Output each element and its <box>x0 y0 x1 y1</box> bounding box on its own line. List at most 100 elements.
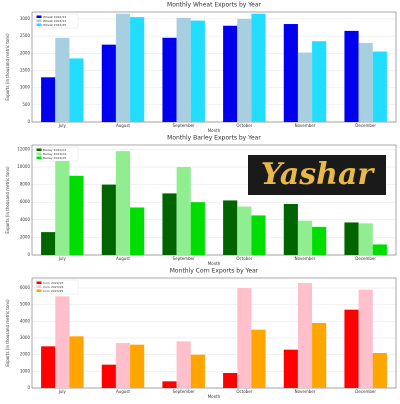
legend-swatch <box>36 19 42 22</box>
legend-label: Wheat 2023/24 <box>43 19 66 23</box>
y-tick-label: 500 <box>22 102 30 107</box>
legend-label: Corn 2024/25 <box>43 289 64 293</box>
bar <box>101 44 116 122</box>
y-tick-label: 1000 <box>20 368 31 373</box>
bar <box>69 336 84 388</box>
bar <box>41 77 56 122</box>
bar <box>41 346 56 388</box>
bar <box>251 13 266 122</box>
x-tick-label: September <box>173 256 195 261</box>
bar <box>190 354 205 388</box>
y-tick-label: 5000 <box>20 302 31 307</box>
legend-label: Barley 2024/25 <box>43 156 66 160</box>
bar <box>283 24 298 122</box>
x-tick-label: July <box>58 389 67 394</box>
bar <box>130 207 145 255</box>
bar <box>130 344 145 388</box>
x-axis-label: Month <box>208 394 221 399</box>
plot-frame <box>31 144 397 256</box>
bar <box>372 51 387 122</box>
legend-label: Corn 2023/24 <box>43 285 64 289</box>
plot-frame <box>31 277 397 389</box>
bar <box>358 289 373 388</box>
y-tick-label: 2500 <box>20 33 31 38</box>
legend-swatch <box>36 156 42 159</box>
legend-swatch <box>36 289 42 292</box>
x-tick-label: November <box>295 256 316 261</box>
x-tick-label: December <box>355 389 376 394</box>
bar <box>190 20 205 122</box>
bar <box>358 223 373 255</box>
bar <box>372 353 387 388</box>
y-tick-label: 10000 <box>17 164 30 169</box>
y-tick-label: 0 <box>27 252 30 257</box>
bar <box>283 203 298 255</box>
bar <box>223 200 238 255</box>
bar <box>297 220 313 255</box>
legend-box <box>34 13 79 29</box>
bar <box>176 17 191 122</box>
chart-title: Monthly Corn Exports by Year <box>170 268 259 275</box>
y-tick-label: 2000 <box>20 50 31 55</box>
bar <box>162 193 177 255</box>
bar <box>176 341 191 388</box>
legend-label: Barley 2022/23 <box>43 148 66 152</box>
bar <box>312 323 327 388</box>
y-tick-label: 1000 <box>20 85 31 90</box>
bar <box>344 222 359 255</box>
y-tick-label: 0 <box>27 119 30 124</box>
bar <box>55 37 70 122</box>
bar <box>297 283 313 388</box>
chart-title: Monthly Wheat Exports by Year <box>167 2 261 9</box>
bar <box>69 175 84 255</box>
x-tick-label: October <box>236 123 252 128</box>
x-tick-label: July <box>58 123 67 128</box>
x-tick-label: August <box>116 389 130 394</box>
bar <box>297 52 313 122</box>
x-tick-label: September <box>173 389 195 394</box>
y-tick-label: 6000 <box>20 285 31 290</box>
bar <box>237 206 252 255</box>
y-tick-label: 6000 <box>20 199 31 204</box>
x-tick-label: August <box>116 123 130 128</box>
bar <box>237 18 252 122</box>
bar <box>312 41 327 122</box>
bar <box>237 288 252 388</box>
watermark: Yashar <box>248 155 386 195</box>
y-tick-label: 4000 <box>20 318 31 323</box>
bar <box>358 42 373 122</box>
bar <box>162 381 177 388</box>
bar <box>115 343 131 388</box>
bar <box>344 30 359 122</box>
plot-frame <box>31 11 397 123</box>
legend-label: Barley 2023/24 <box>43 152 66 156</box>
legend-box <box>34 146 79 162</box>
y-tick-label: 1500 <box>20 67 31 72</box>
x-tick-label: July <box>58 256 67 261</box>
bar <box>115 151 131 255</box>
bar <box>41 232 56 255</box>
x-tick-label: December <box>355 256 376 261</box>
chart-title: Monthly Barley Exports by Year <box>167 135 261 142</box>
bar <box>101 364 116 388</box>
y-axis-label: Exports (in thousand metric tons) <box>5 166 10 234</box>
legend-swatch <box>36 15 42 18</box>
y-tick-label: 2000 <box>20 234 31 239</box>
legend-swatch <box>36 281 42 284</box>
bar <box>223 25 238 122</box>
y-tick-label: 8000 <box>20 182 31 187</box>
y-axis-label: Exports (in thousand metric tons) <box>5 299 10 367</box>
bar <box>130 17 145 122</box>
bar <box>312 226 327 255</box>
bar <box>176 167 191 255</box>
bar <box>344 309 359 388</box>
legend-box <box>34 279 79 295</box>
legend-label: Corn 2022/23 <box>43 281 64 285</box>
x-tick-label: October <box>236 256 252 261</box>
bar <box>251 329 266 388</box>
bar <box>101 184 116 255</box>
y-tick-label: 12000 <box>17 146 30 151</box>
x-tick-label: November <box>295 389 316 394</box>
x-tick-label: November <box>295 123 316 128</box>
